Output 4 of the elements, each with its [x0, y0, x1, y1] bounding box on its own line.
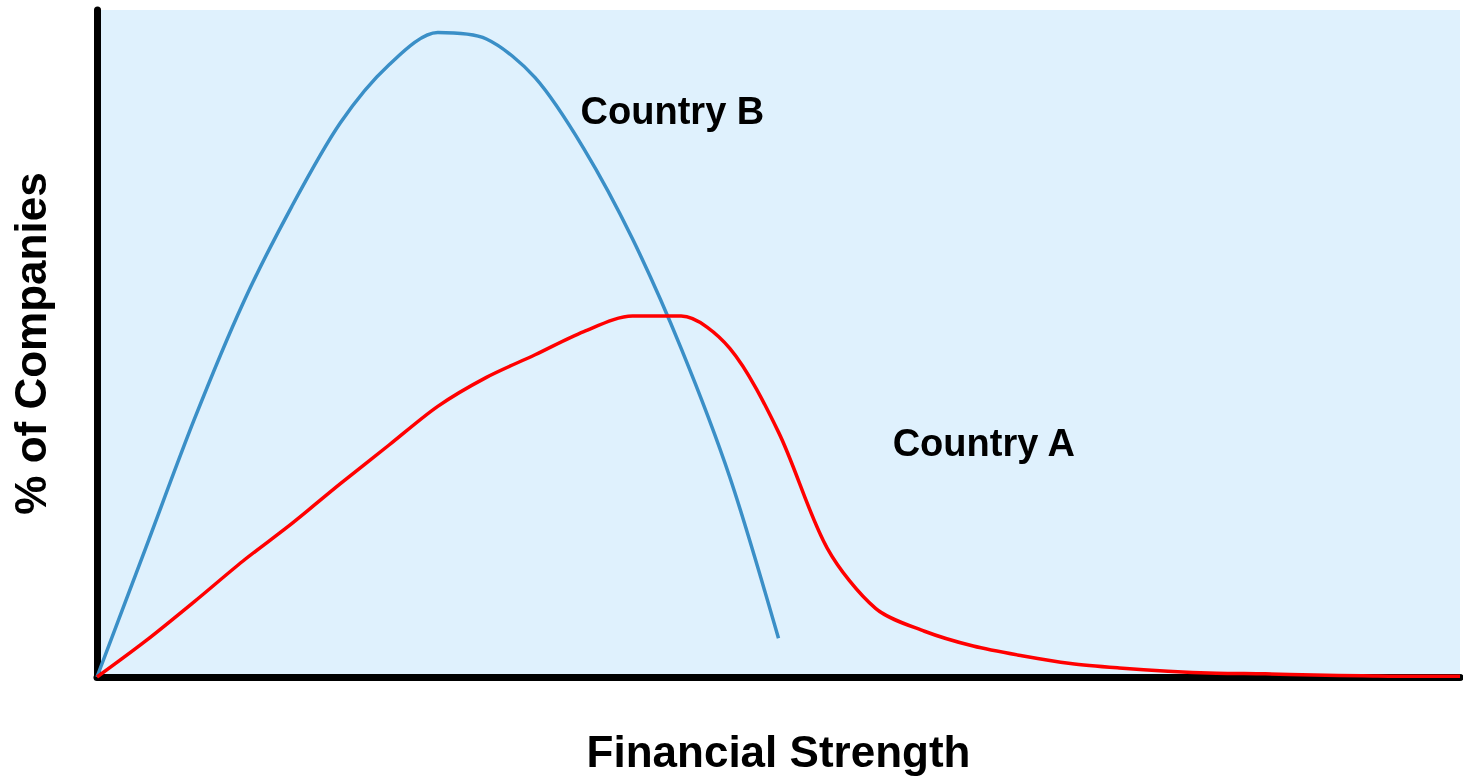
text: Country A [892, 422, 1075, 465]
series-label: Country B [580, 89, 765, 132]
y-axis-title: % of Companies [5, 172, 55, 515]
x-axis-title: Financial Strength [586, 726, 971, 776]
